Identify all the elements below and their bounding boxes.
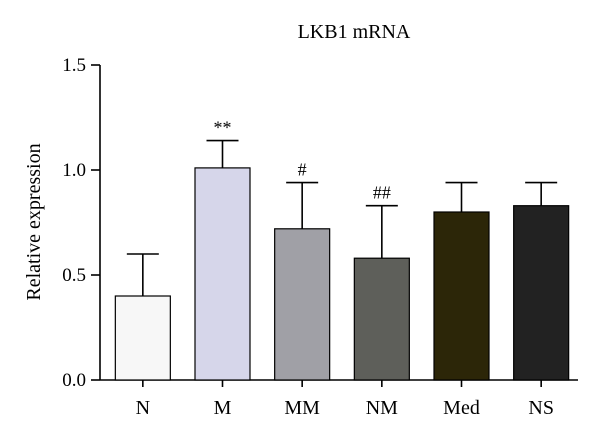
y-tick-label: 0.5 <box>62 265 86 286</box>
y-axis-label: Relative expression <box>23 143 45 300</box>
x-tick-label-m: M <box>214 397 232 419</box>
y-tick-label: 1.0 <box>62 160 86 181</box>
chart-title: LKB1 mRNA <box>298 21 411 43</box>
y-tick-label: 0.0 <box>62 370 86 391</box>
bar-mm <box>274 228 331 381</box>
bar-ns <box>513 205 570 381</box>
significance-mark-nm: ## <box>373 183 391 203</box>
plot-area: 0.0 0.5 1.0 1.5 N ** M # MM ## NM Med NS <box>62 55 578 419</box>
x-tick-label-med: Med <box>443 397 480 419</box>
bar-n <box>114 295 171 381</box>
x-tick-label-ns: NS <box>528 397 554 419</box>
significance-mark-mm: # <box>298 160 307 180</box>
bar-med <box>433 211 490 381</box>
y-tick-label: 1.5 <box>62 55 86 76</box>
significance-mark-m: ** <box>214 118 232 138</box>
x-tick-label-nm: NM <box>366 397 398 419</box>
bar-nm <box>353 257 410 381</box>
x-tick-label-mm: MM <box>284 397 320 419</box>
bar-m <box>194 167 251 381</box>
x-tick-label-n: N <box>136 397 150 419</box>
